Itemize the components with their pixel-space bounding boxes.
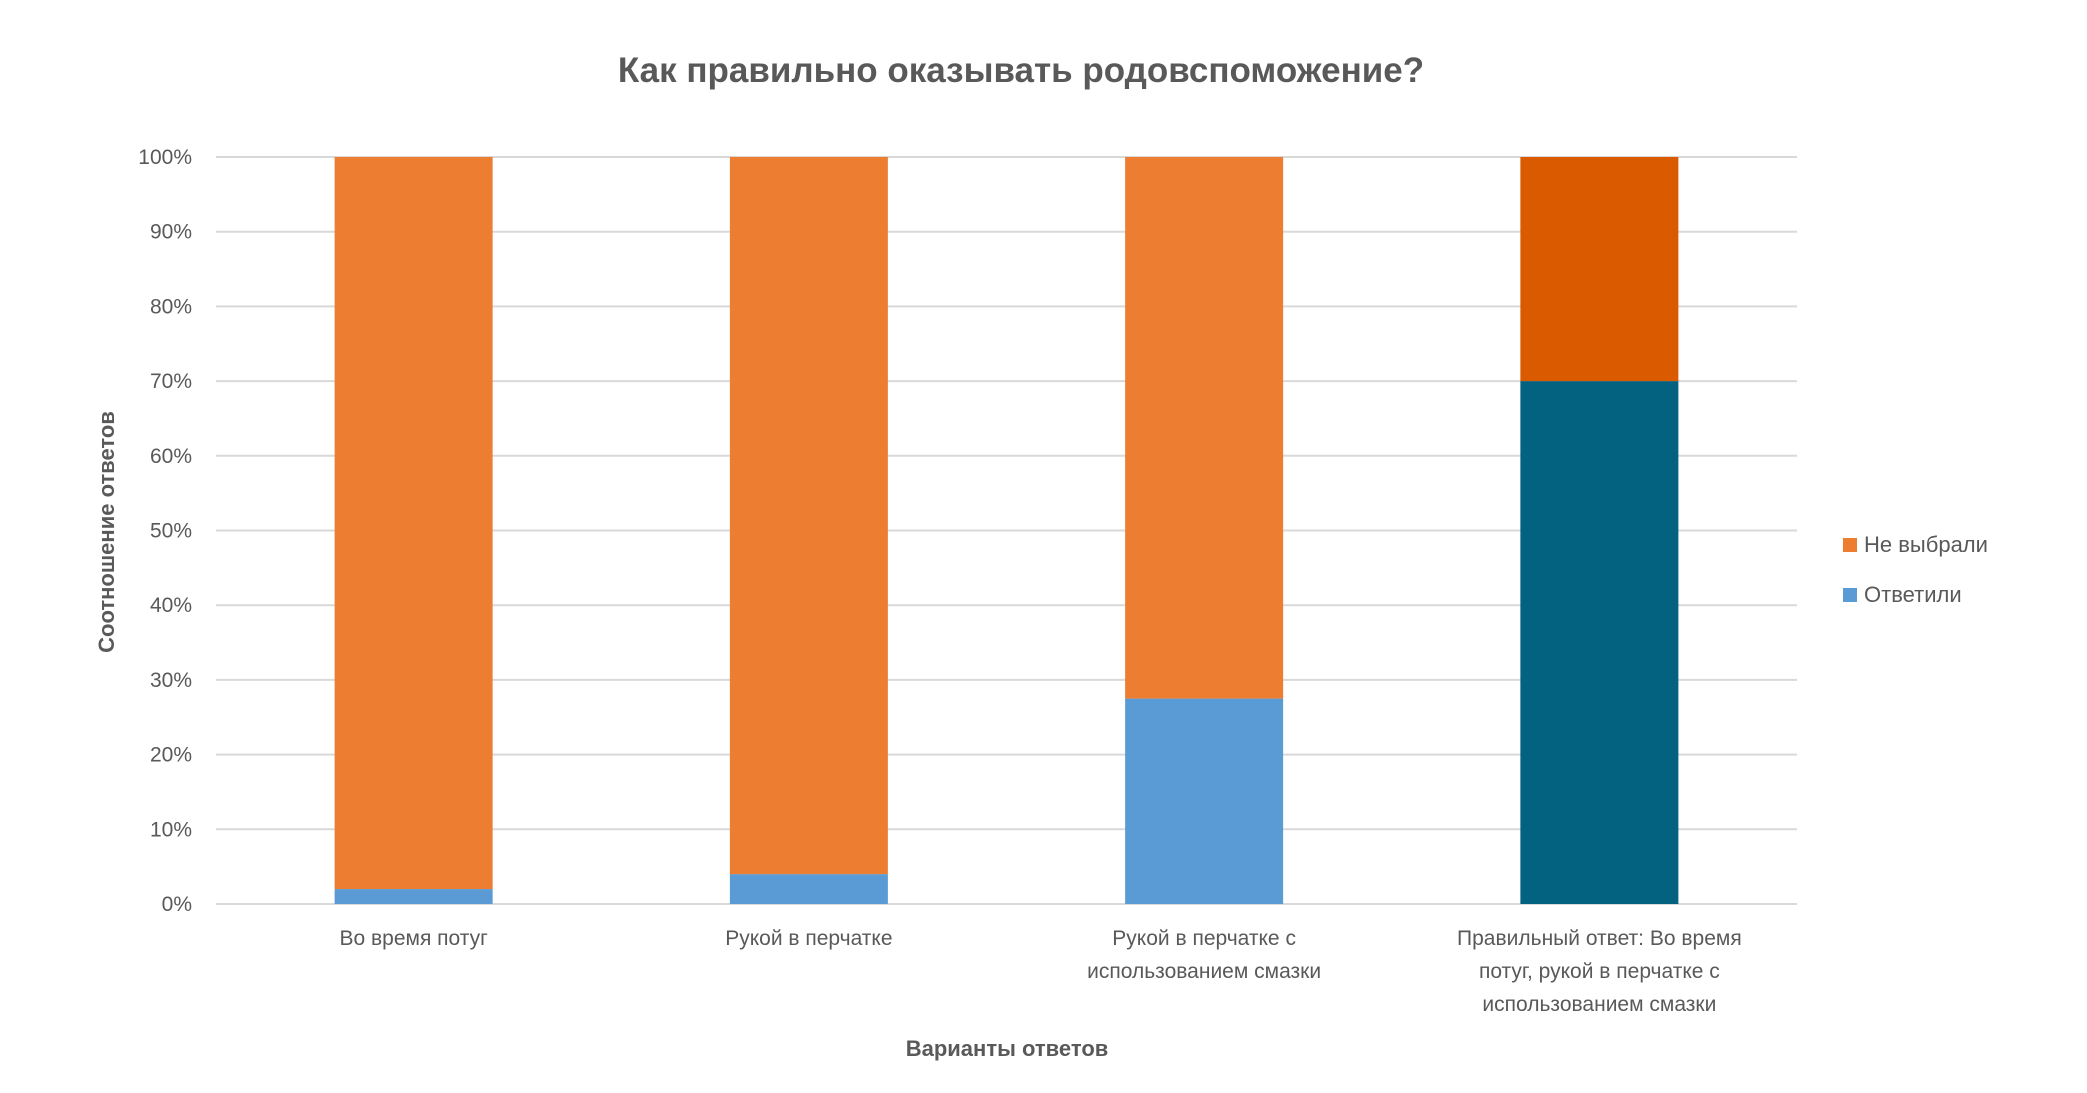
bar-segment-not-selected	[334, 157, 493, 890]
x-category-label: Рукой в перчатке	[725, 927, 892, 950]
bar-segment-not-selected	[729, 157, 888, 875]
legend-swatch	[1843, 538, 1857, 552]
x-category-label: Во время потуг	[339, 927, 488, 950]
bar-segment-answered	[1520, 381, 1679, 905]
y-tick-label: 100%	[138, 146, 192, 169]
bar-segment-answered	[1125, 698, 1284, 904]
y-tick-label: 10%	[150, 818, 192, 841]
y-axis-ticks: 0% 10% 20% 30% 40% 50% 60% 70% 80% 90% 100%	[138, 146, 192, 916]
y-tick-label: 30%	[150, 669, 192, 692]
bar-segment-answered	[729, 874, 888, 904]
legend: Не выбрали Ответили	[1843, 532, 1988, 607]
x-axis-title: Варианты ответов	[906, 1036, 1109, 1061]
x-axis-categories: Во время потуг Рукой в перчатке Рукой в пе…	[339, 927, 1741, 1016]
y-tick-label: 0%	[162, 893, 192, 916]
x-category-label: Рукой в перчатке с использованием смазки	[1087, 927, 1321, 983]
chart-title: Как правильно оказывать родовспоможение?	[618, 51, 1424, 90]
y-tick-label: 90%	[150, 221, 192, 244]
y-tick-label: 40%	[150, 594, 192, 617]
y-tick-label: 20%	[150, 744, 192, 767]
legend-label: Ответили	[1864, 582, 1962, 607]
legend-label: Не выбрали	[1864, 532, 1988, 557]
y-tick-label: 60%	[150, 445, 192, 468]
y-tick-label: 80%	[150, 295, 192, 318]
bar-segment-answered	[334, 889, 493, 904]
bar-segment-not-selected	[1125, 157, 1284, 699]
y-tick-label: 70%	[150, 370, 192, 393]
y-tick-label: 50%	[150, 520, 192, 543]
bar-segment-not-selected	[1520, 157, 1679, 382]
bars	[334, 157, 1679, 905]
x-category-label: Правильный ответ: Во время потуг, рукой в…	[1457, 927, 1742, 1016]
legend-swatch	[1843, 588, 1857, 602]
y-axis-title: Соотношение ответов	[94, 411, 119, 653]
